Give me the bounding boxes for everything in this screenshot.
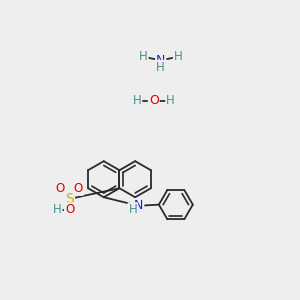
Text: H: H <box>133 94 141 107</box>
Text: H: H <box>156 61 165 74</box>
Text: H: H <box>139 50 148 63</box>
Text: O: O <box>74 182 83 195</box>
Text: O: O <box>65 203 74 216</box>
Text: H: H <box>128 203 137 216</box>
Text: H: H <box>53 203 62 216</box>
Text: H: H <box>166 94 175 107</box>
Text: N: N <box>134 199 143 212</box>
Text: N: N <box>156 54 165 67</box>
Text: O: O <box>56 182 65 195</box>
Text: O: O <box>149 94 159 107</box>
Text: H: H <box>174 50 182 63</box>
Text: S: S <box>65 192 74 206</box>
